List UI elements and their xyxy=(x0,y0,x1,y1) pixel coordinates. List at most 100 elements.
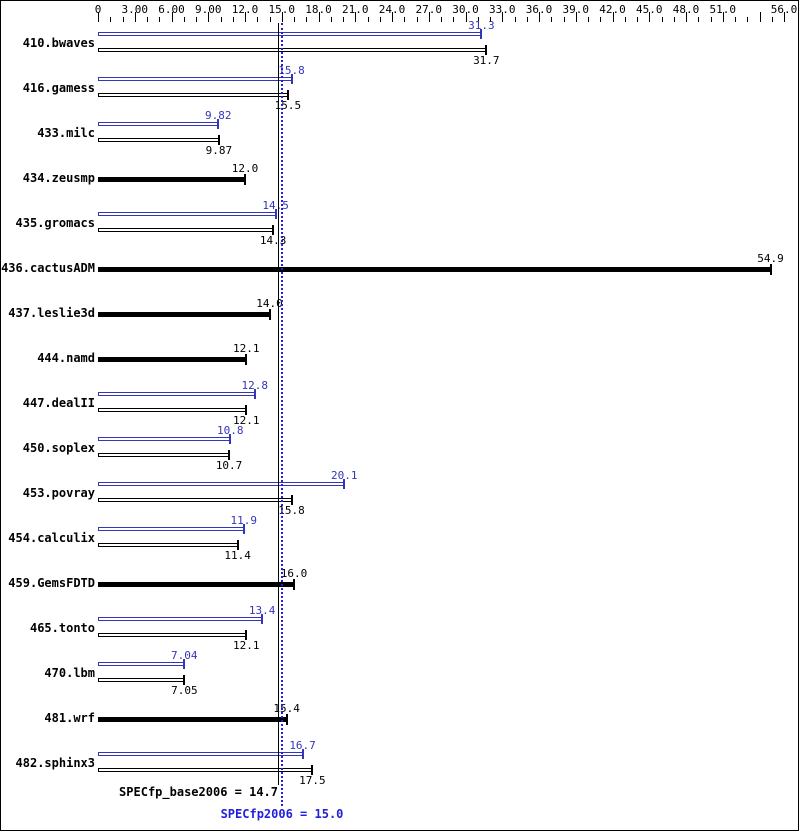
axis-tick xyxy=(330,17,332,22)
axis-tick xyxy=(318,12,320,22)
bar-endcap xyxy=(485,45,488,55)
base-bar xyxy=(98,543,238,547)
axis-tick xyxy=(624,17,626,22)
base-bar xyxy=(98,633,247,637)
axis-tick xyxy=(698,17,700,22)
axis-tick xyxy=(159,17,161,22)
peak-bar xyxy=(98,77,292,81)
peak-bar xyxy=(98,527,244,531)
base-bar xyxy=(98,228,274,232)
axis-tick xyxy=(232,17,234,22)
bar-endcap xyxy=(286,90,289,100)
axis-tick xyxy=(637,17,638,22)
axis-tick xyxy=(686,12,687,22)
axis-tick xyxy=(404,17,406,22)
axis-tick xyxy=(355,12,357,22)
peak-mean-label: SPECfp2006 = 15.0 xyxy=(220,807,344,821)
axis-tick xyxy=(612,12,614,22)
axis-tick xyxy=(600,17,602,22)
benchmark-label: 481.wrf xyxy=(44,711,95,725)
axis-tick xyxy=(477,17,479,22)
axis-tick xyxy=(710,17,712,22)
axis-tick xyxy=(661,17,663,22)
bar-endcap xyxy=(769,264,772,275)
benchmark-label: 433.milc xyxy=(37,126,95,140)
axis-tick xyxy=(428,12,430,22)
axis-tick xyxy=(147,17,148,22)
value-label: 10.8 xyxy=(217,424,244,437)
benchmark-label: 416.gamess xyxy=(22,81,95,95)
axis-tick xyxy=(110,17,112,22)
axis-tick xyxy=(453,17,455,22)
base-mean-label: SPECfp_base2006 = 14.7 xyxy=(119,785,278,799)
axis-tick xyxy=(551,17,553,22)
benchmark-label: 410.bwaves xyxy=(22,36,95,50)
axis-tick-label: 18.0 xyxy=(305,3,332,16)
bar-endcap xyxy=(217,119,220,129)
value-label: 12.1 xyxy=(232,639,260,652)
bar-endcap xyxy=(272,225,275,235)
value-label: 12.1 xyxy=(232,414,260,427)
value-label: 10.7 xyxy=(215,459,243,472)
axis-tick xyxy=(747,17,749,22)
bar-endcap xyxy=(311,765,314,775)
value-label: 54.9 xyxy=(757,252,784,265)
value-label: 12.0 xyxy=(231,162,259,175)
axis-tick xyxy=(294,17,295,22)
peak-bar xyxy=(98,212,276,216)
base-bar xyxy=(98,93,288,97)
base-bar xyxy=(98,48,487,52)
value-label: 9.82 xyxy=(205,109,232,122)
value-label: 14.5 xyxy=(262,199,289,212)
axis-tick-label: 45.0 xyxy=(636,3,663,16)
base-bar xyxy=(98,717,287,722)
bar-endcap xyxy=(236,540,239,550)
base-bar xyxy=(98,453,230,457)
axis-tick xyxy=(392,12,393,22)
axis-tick-label: 3.00 xyxy=(121,3,149,16)
value-label: 11.9 xyxy=(230,514,258,527)
axis-tick-label: 30.0 xyxy=(452,3,479,16)
value-label: 16.0 xyxy=(280,567,308,580)
peak-bar xyxy=(98,32,482,36)
axis-tick xyxy=(441,17,442,22)
value-label: 20.1 xyxy=(330,469,358,482)
axis-tick xyxy=(649,12,651,22)
axis-tick xyxy=(526,17,528,22)
base-mean-line xyxy=(278,23,279,785)
bar-endcap xyxy=(268,309,271,320)
bar-endcap xyxy=(343,479,346,489)
bar-endcap xyxy=(290,495,293,505)
base-bar xyxy=(98,408,247,412)
axis-tick xyxy=(281,12,283,22)
value-label: 13.4 xyxy=(248,604,276,617)
benchmark-label: 447.dealII xyxy=(22,396,95,410)
axis-tick-label: 27.0 xyxy=(415,3,443,16)
axis-tick xyxy=(673,17,675,22)
axis-tick xyxy=(416,17,418,22)
benchmark-label: 450.soplex xyxy=(22,441,95,455)
value-label: 7.04 xyxy=(170,649,198,662)
peak-bar xyxy=(98,437,231,441)
bar-endcap xyxy=(480,29,483,39)
benchmark-label: 437.leslie3d xyxy=(8,306,95,320)
axis-tick-label: 6.00 xyxy=(158,3,185,16)
base-bar xyxy=(98,357,247,362)
benchmark-label: 470.lbm xyxy=(44,666,95,680)
peak-bar xyxy=(98,482,345,486)
base-bar xyxy=(98,312,270,317)
axis-tick xyxy=(771,17,773,22)
axis-tick-label: 21.0 xyxy=(342,3,369,16)
axis-tick-label: 56.0 xyxy=(770,3,798,16)
axis-tick xyxy=(134,12,136,22)
axis-tick xyxy=(784,12,785,22)
bar-endcap xyxy=(253,389,256,399)
base-bar xyxy=(98,582,294,587)
bar-endcap xyxy=(245,630,248,640)
bar-endcap xyxy=(244,174,246,185)
value-label: 12.1 xyxy=(232,342,260,355)
peak-bar xyxy=(98,752,303,756)
axis-tick-label: 33.0 xyxy=(489,3,516,16)
axis-tick xyxy=(722,12,724,22)
